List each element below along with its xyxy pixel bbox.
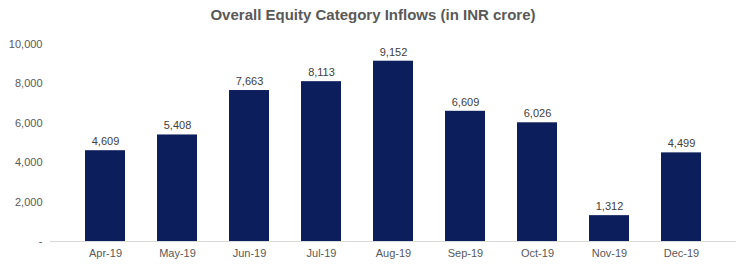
- svg-text:-: -: [39, 235, 43, 247]
- svg-text:1,312: 1,312: [596, 200, 624, 212]
- svg-text:Nov-19: Nov-19: [592, 247, 627, 259]
- svg-text:10,000: 10,000: [9, 38, 43, 50]
- svg-text:6,026: 6,026: [524, 107, 552, 119]
- svg-text:Sep-19: Sep-19: [448, 247, 483, 259]
- svg-text:8,113: 8,113: [308, 66, 335, 78]
- svg-text:Jul-19: Jul-19: [307, 247, 337, 259]
- svg-text:Jun-19: Jun-19: [233, 247, 267, 259]
- svg-text:4,609: 4,609: [92, 135, 120, 147]
- svg-text:Apr-19: Apr-19: [89, 247, 122, 259]
- svg-text:7,663: 7,663: [236, 75, 264, 87]
- svg-text:May-19: May-19: [159, 247, 196, 259]
- svg-text:Aug-19: Aug-19: [376, 247, 411, 259]
- svg-text:5,408: 5,408: [164, 119, 192, 131]
- svg-text:4,499: 4,499: [668, 137, 696, 149]
- svg-text:8,000: 8,000: [15, 77, 43, 89]
- html-text:Overall Equity Category Inflow: Overall Equity Category Inflows (in INR …: [210, 6, 536, 23]
- svg-text:6,609: 6,609: [452, 96, 480, 108]
- svg-text:6,000: 6,000: [15, 117, 43, 129]
- svg-text:Dec-19: Dec-19: [664, 247, 699, 259]
- svg-text:4,000: 4,000: [15, 156, 43, 168]
- svg-text:9,152: 9,152: [380, 46, 408, 58]
- svg-text:Oct-19: Oct-19: [521, 247, 554, 259]
- svg-text:2,000: 2,000: [15, 196, 43, 208]
